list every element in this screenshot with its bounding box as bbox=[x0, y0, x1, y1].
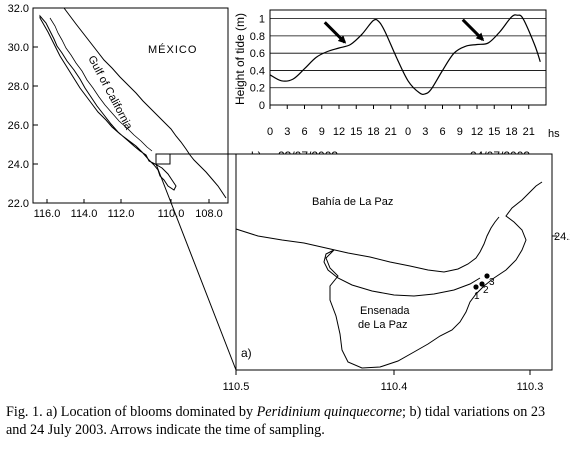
inset-box bbox=[155, 153, 171, 165]
lon-tick-label: 110.0 bbox=[158, 208, 185, 220]
overview-map: 32.0 30.0 28.0 26.0 24.0 22.0 116.0 114.… bbox=[8, 3, 229, 220]
ensenada-label-line1: Ensenada bbox=[360, 305, 410, 317]
lat-tick-label: 32.0 bbox=[8, 3, 29, 15]
overview-lon-ticks: 116.0 114.0 112.0 110.0 108.0 bbox=[34, 199, 223, 220]
tide-y-tick-label: 0.8 bbox=[250, 31, 265, 43]
tide-x-tick-label: 15 bbox=[488, 126, 500, 138]
ensenada-label-line2: de La Paz bbox=[358, 319, 408, 331]
sampling-stations: 1 2 3 bbox=[473, 273, 495, 302]
lon-tick-label: 114.0 bbox=[71, 208, 98, 220]
overview-map-frame bbox=[32, 7, 229, 204]
tide-x-tick-label: 6 bbox=[439, 126, 445, 138]
mogote-spit-and-ensenada bbox=[323, 181, 543, 369]
tide-chart: Height of tide (m) 00.20.40.60.81 0 3 6 9 12… bbox=[233, 9, 560, 163]
lon-tick-label: 108.0 bbox=[195, 208, 223, 220]
tide-x-tick-label: 9 bbox=[457, 126, 463, 138]
overview-lat-ticks: 32.0 30.0 28.0 26.0 24.0 22.0 bbox=[8, 3, 38, 210]
station-2-label: 2 bbox=[483, 285, 489, 296]
figure-caption: Fig. 1. a) Location of blooms dominated … bbox=[6, 403, 562, 439]
tide-x-unit: hs bbox=[548, 128, 560, 140]
sampling-arrow bbox=[461, 18, 485, 42]
detail-panel-label: a) bbox=[241, 346, 252, 360]
station-2-marker bbox=[479, 281, 485, 287]
detail-lat-tick-label: 24.2 bbox=[554, 231, 570, 243]
lon-tick-label: 112.0 bbox=[108, 208, 135, 220]
detail-lon-tick-label: 110.5 bbox=[223, 381, 250, 393]
inset-connectors bbox=[155, 153, 237, 371]
lat-tick-label: 26.0 bbox=[8, 120, 29, 132]
tide-y-tick-label: 0.4 bbox=[250, 65, 265, 77]
caption-species: Peridinium quinquecorne bbox=[256, 404, 403, 420]
lat-tick-label: 24.0 bbox=[8, 159, 29, 171]
tide-series-line bbox=[269, 14, 541, 95]
caption-suffix: ; b) tidal variations on 23 and 24 July … bbox=[6, 404, 546, 438]
tide-x-tick-label: 21 bbox=[523, 126, 535, 138]
caption-prefix: Fig. 1. a) Location of blooms dominated … bbox=[6, 404, 257, 420]
station-1-marker bbox=[473, 284, 479, 290]
station-1-label: 1 bbox=[474, 291, 480, 302]
peninsula-gulf-shore bbox=[49, 17, 153, 152]
sampling-arrow bbox=[323, 21, 347, 44]
tide-x-tick-label: 0 bbox=[405, 126, 411, 138]
lon-tick-label: 116.0 bbox=[34, 208, 61, 220]
lat-tick-label: 30.0 bbox=[8, 42, 29, 54]
tide-arrows bbox=[323, 18, 485, 44]
station-3-marker bbox=[484, 273, 490, 279]
tide-x-tick-label: 15 bbox=[350, 126, 362, 138]
detail-coastline bbox=[235, 216, 500, 273]
tide-y-tick-label: 1 bbox=[259, 14, 265, 26]
lat-tick-label: 28.0 bbox=[8, 81, 29, 93]
tide-x-tick-label: 18 bbox=[505, 126, 517, 138]
tide-x-tick-label: 18 bbox=[367, 126, 379, 138]
station-3-label: 3 bbox=[489, 277, 495, 288]
country-label: MÉXICO bbox=[148, 43, 197, 56]
tide-x-tick-label: 3 bbox=[284, 126, 290, 138]
tide-y-ticks: 0 0.2 0.4 0.6 0.8 1 bbox=[250, 14, 265, 112]
tide-x-tick-label: 3 bbox=[422, 126, 428, 138]
tide-x-ticks: 0 3 6 9 12 15 18 21 0 3 6 9 12 15 18 21 bbox=[267, 105, 535, 138]
detail-lon-ticks: 110.5 110.4 110.3 bbox=[223, 370, 544, 393]
tide-plot-frame bbox=[269, 9, 547, 106]
tide-x-tick-label: 12 bbox=[471, 126, 483, 138]
figure: 32.0 30.0 28.0 26.0 24.0 22.0 116.0 114.… bbox=[8, 3, 570, 393]
tide-gridlines bbox=[269, 9, 547, 106]
tide-x-tick-label: 9 bbox=[319, 126, 325, 138]
tide-y-tick-label: 0 bbox=[259, 100, 265, 112]
tide-y-tick-label: 0.2 bbox=[250, 83, 265, 95]
tide-y-tick-label: 0.6 bbox=[250, 48, 265, 60]
lat-tick-label: 22.0 bbox=[8, 198, 29, 210]
peninsula-coastline bbox=[39, 14, 177, 191]
bay-label: Bahía de La Paz bbox=[312, 196, 393, 208]
mainland-coastline bbox=[63, 7, 227, 199]
detail-lon-tick-label: 110.3 bbox=[517, 381, 544, 393]
tide-ylabel: Height of tide (m) bbox=[233, 13, 247, 105]
detail-map-frame bbox=[235, 153, 553, 371]
tide-x-tick-label: 12 bbox=[333, 126, 345, 138]
detail-map: 1 2 3 Bahía de La Paz Ensenada de La Paz… bbox=[223, 153, 570, 393]
tide-x-tick-label: 0 bbox=[267, 126, 273, 138]
tide-x-tick-label: 21 bbox=[385, 126, 397, 138]
detail-lon-tick-label: 110.4 bbox=[381, 381, 408, 393]
tide-x-tick-label: 6 bbox=[301, 126, 307, 138]
